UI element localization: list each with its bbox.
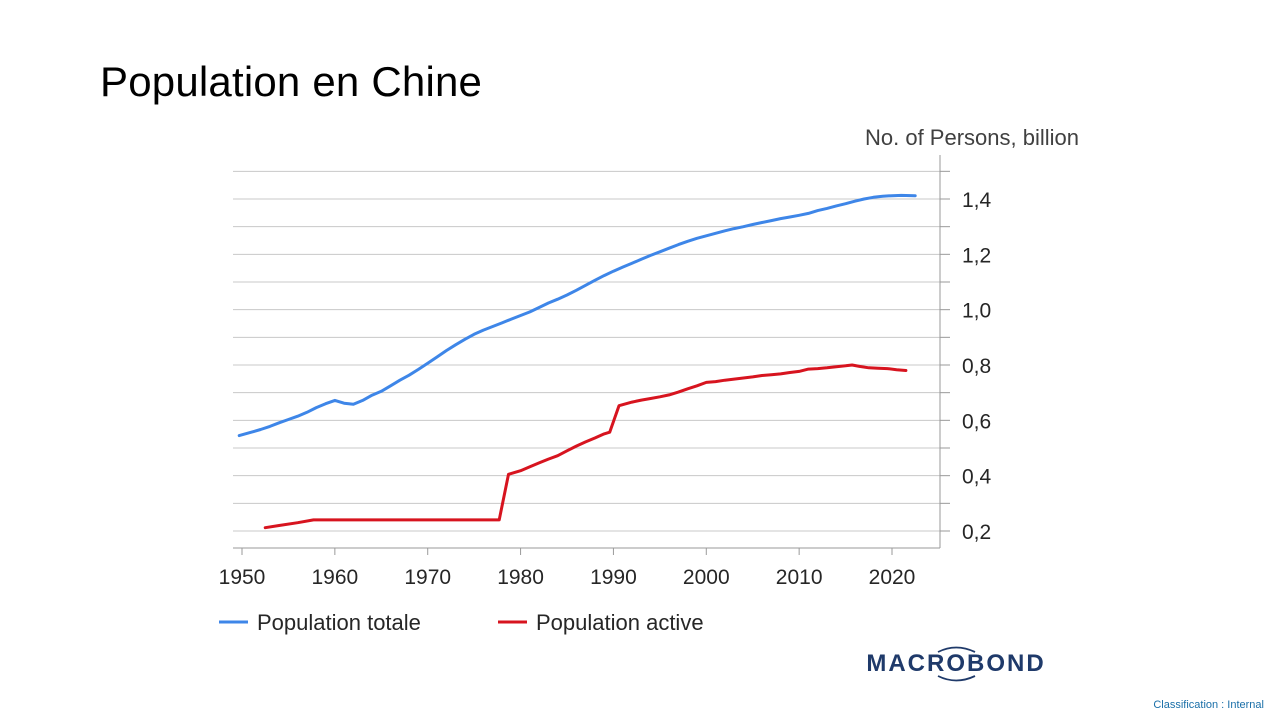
- y-tick-label: 0,4: [962, 466, 992, 489]
- x-tick-label: 2010: [776, 566, 823, 589]
- logo-swoosh: [937, 646, 976, 653]
- legend-label-2: Population active: [536, 610, 704, 635]
- legend-label-1: Population totale: [257, 610, 421, 635]
- classification-label: Classification : Internal: [1153, 699, 1264, 711]
- logo-swoosh-lower: [937, 675, 976, 682]
- unit-label: No. of Persons, billion: [865, 125, 1079, 150]
- y-tick-label: 0,8: [962, 355, 991, 378]
- y-tick-label: 1,4: [962, 189, 992, 212]
- series-line-2: [263, 363, 908, 530]
- x-tick-label: 1970: [404, 566, 451, 589]
- gridlines: [233, 170, 950, 532]
- y-tick-label: 0,6: [962, 410, 991, 433]
- axes: 0,2 0,4 0,6 0,8 1,0 1,2 1,4 1950 1960 1970 1980 199…: [219, 155, 992, 589]
- legend: Population totale Population active: [219, 610, 704, 635]
- x-tick-label: 1950: [219, 566, 266, 589]
- y-tick-label: 1,2: [962, 244, 991, 267]
- y-tick-label: 0,2: [962, 521, 991, 544]
- slide-title: Population en Chine: [100, 58, 483, 105]
- y-tick-label: 1,0: [962, 300, 991, 323]
- series-line-1: [237, 193, 917, 438]
- x-tick-label: 2020: [869, 566, 916, 589]
- x-tick-label: 1990: [590, 566, 637, 589]
- series-lines: [237, 193, 917, 530]
- logo-text: MACROBOND: [866, 650, 1045, 677]
- macrobond-logo: MACROBOND: [866, 646, 1045, 682]
- x-tick-label: 1980: [497, 566, 544, 589]
- x-tick-label: 1960: [311, 566, 358, 589]
- x-tick-label: 2000: [683, 566, 730, 589]
